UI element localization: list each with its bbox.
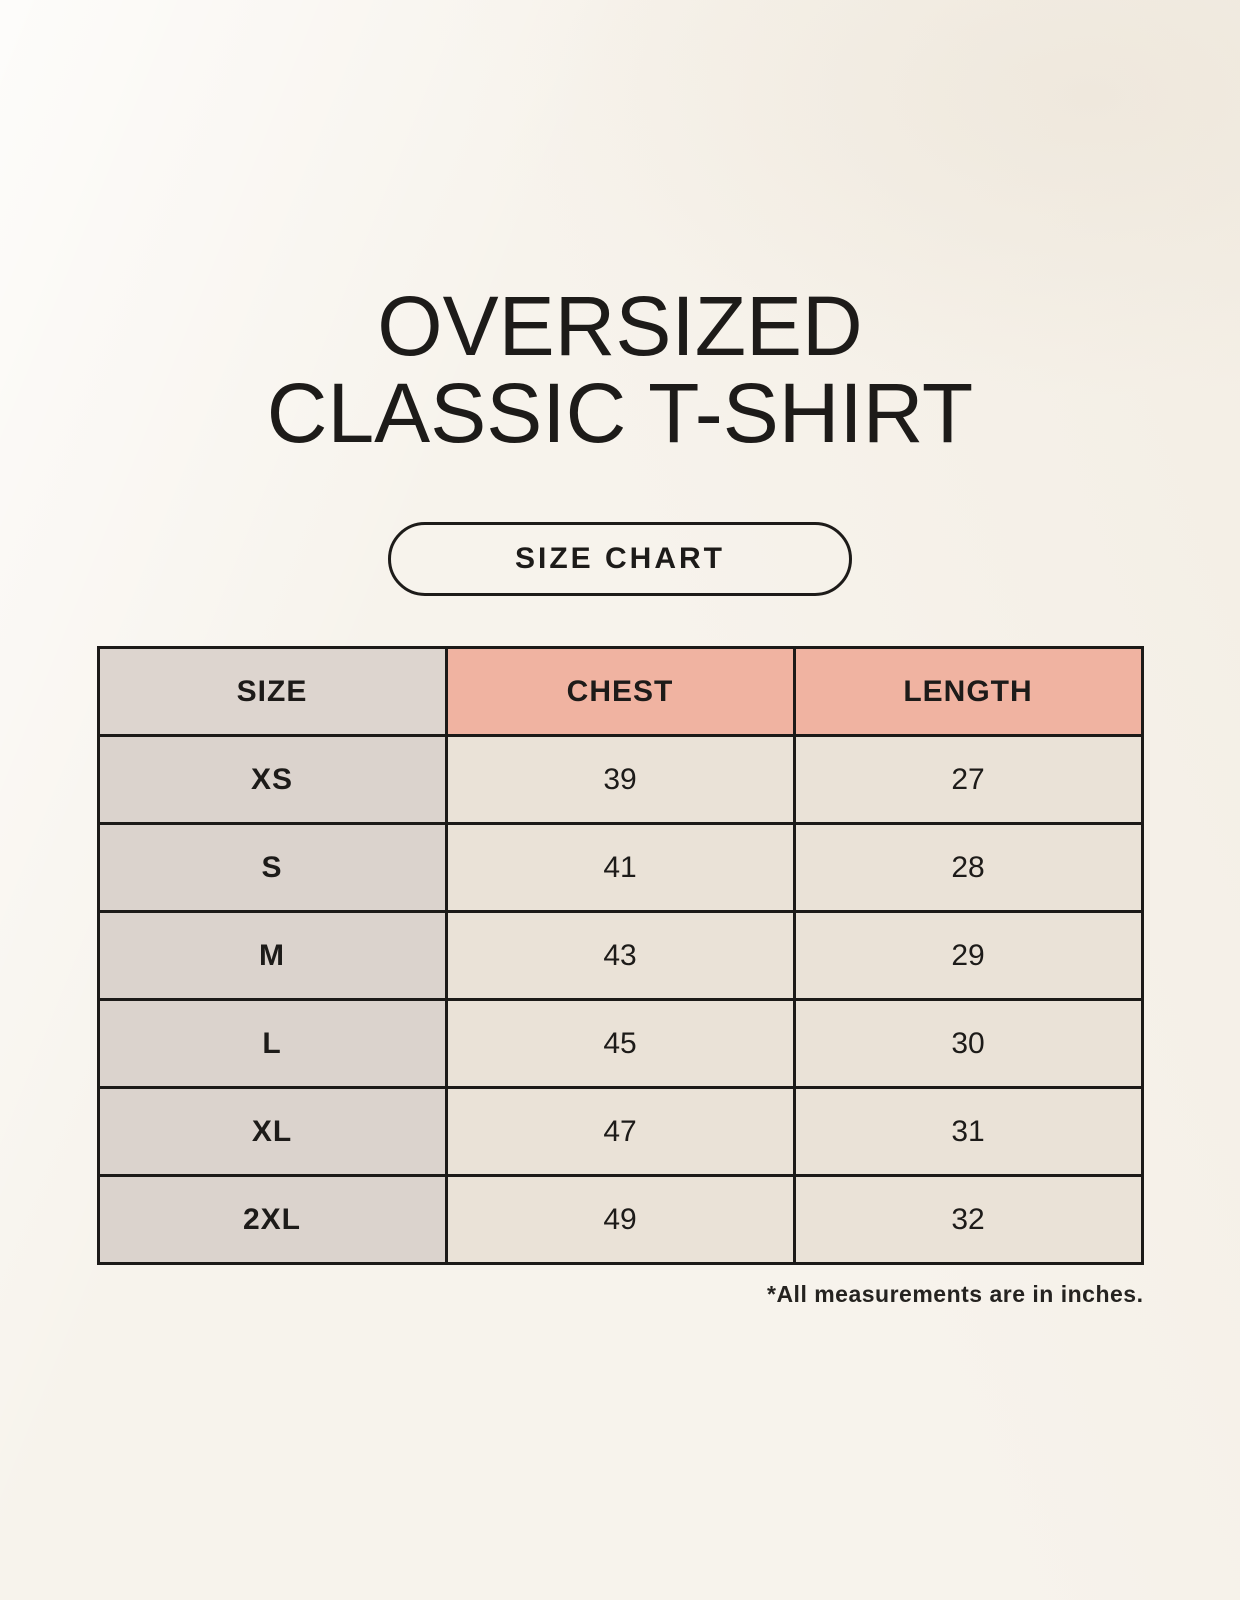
page-title-line-1: OVERSIZED (377, 279, 863, 373)
length-cell: 28 (792, 822, 1144, 914)
length-cell: 32 (792, 1174, 1144, 1266)
table-row: 2XL 49 32 (96, 1174, 1144, 1266)
size-cell: M (96, 910, 448, 1002)
table-row: XL 47 31 (96, 1086, 1144, 1178)
table-row: M 43 29 (96, 910, 1144, 1002)
size-chart-button[interactable]: SIZE CHART (388, 522, 852, 597)
size-cell: S (96, 822, 448, 914)
size-cell: L (96, 998, 448, 1090)
length-cell: 30 (792, 998, 1144, 1090)
page-title-line-2: CLASSIC T-SHIRT (266, 365, 974, 460)
page-title: OVERSIZED CLASSIC T-SHIRT (0, 283, 1240, 456)
size-chart-button-label: SIZE CHART (515, 542, 725, 576)
chest-cell: 45 (444, 998, 796, 1090)
chest-cell: 47 (444, 1086, 796, 1178)
size-table: SIZE CHEST LENGTH XS 39 27 S 41 28 M 43 … (96, 646, 1144, 1266)
footnote-container: *All measurements are in inches. (97, 1281, 1144, 1308)
table-row: L 45 30 (96, 998, 1144, 1090)
header-cell-chest: CHEST (444, 646, 796, 738)
chest-cell: 41 (444, 822, 796, 914)
size-cell: XS (96, 734, 448, 826)
chest-cell: 39 (444, 734, 796, 826)
size-cell: XL (96, 1086, 448, 1178)
length-cell: 27 (792, 734, 1144, 826)
length-cell: 29 (792, 910, 1144, 1002)
table-header-row: SIZE CHEST LENGTH (96, 646, 1144, 738)
chest-cell: 43 (444, 910, 796, 1002)
chest-cell: 49 (444, 1174, 796, 1266)
header-cell-length: LENGTH (792, 646, 1144, 738)
size-cell: 2XL (96, 1174, 448, 1266)
measurements-footnote: *All measurements are in inches. (767, 1281, 1144, 1308)
table-row: XS 39 27 (96, 734, 1144, 826)
length-cell: 31 (792, 1086, 1144, 1178)
header-cell-size: SIZE (96, 646, 448, 738)
table-row: S 41 28 (96, 822, 1144, 914)
